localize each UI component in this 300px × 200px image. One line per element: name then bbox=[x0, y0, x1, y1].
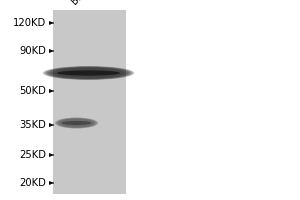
Ellipse shape bbox=[61, 121, 92, 125]
Ellipse shape bbox=[57, 118, 96, 128]
Text: 120KD: 120KD bbox=[13, 18, 46, 28]
Text: 35KD: 35KD bbox=[20, 120, 46, 130]
Text: 50KD: 50KD bbox=[20, 86, 46, 96]
Ellipse shape bbox=[56, 118, 98, 128]
Ellipse shape bbox=[57, 70, 120, 76]
Text: 25KD: 25KD bbox=[20, 150, 46, 160]
Ellipse shape bbox=[56, 118, 97, 128]
Ellipse shape bbox=[58, 118, 95, 128]
Ellipse shape bbox=[54, 68, 123, 78]
Text: Brain: Brain bbox=[69, 0, 95, 6]
Text: 20KD: 20KD bbox=[20, 178, 46, 188]
Ellipse shape bbox=[43, 66, 134, 80]
Bar bbox=[52, 10, 126, 194]
Ellipse shape bbox=[52, 67, 125, 79]
Ellipse shape bbox=[47, 67, 130, 79]
Ellipse shape bbox=[44, 66, 133, 80]
Ellipse shape bbox=[49, 67, 128, 79]
Ellipse shape bbox=[59, 119, 94, 127]
Ellipse shape bbox=[51, 67, 126, 79]
Ellipse shape bbox=[58, 118, 94, 128]
Text: 90KD: 90KD bbox=[20, 46, 46, 56]
Ellipse shape bbox=[55, 117, 98, 129]
Ellipse shape bbox=[46, 67, 131, 79]
